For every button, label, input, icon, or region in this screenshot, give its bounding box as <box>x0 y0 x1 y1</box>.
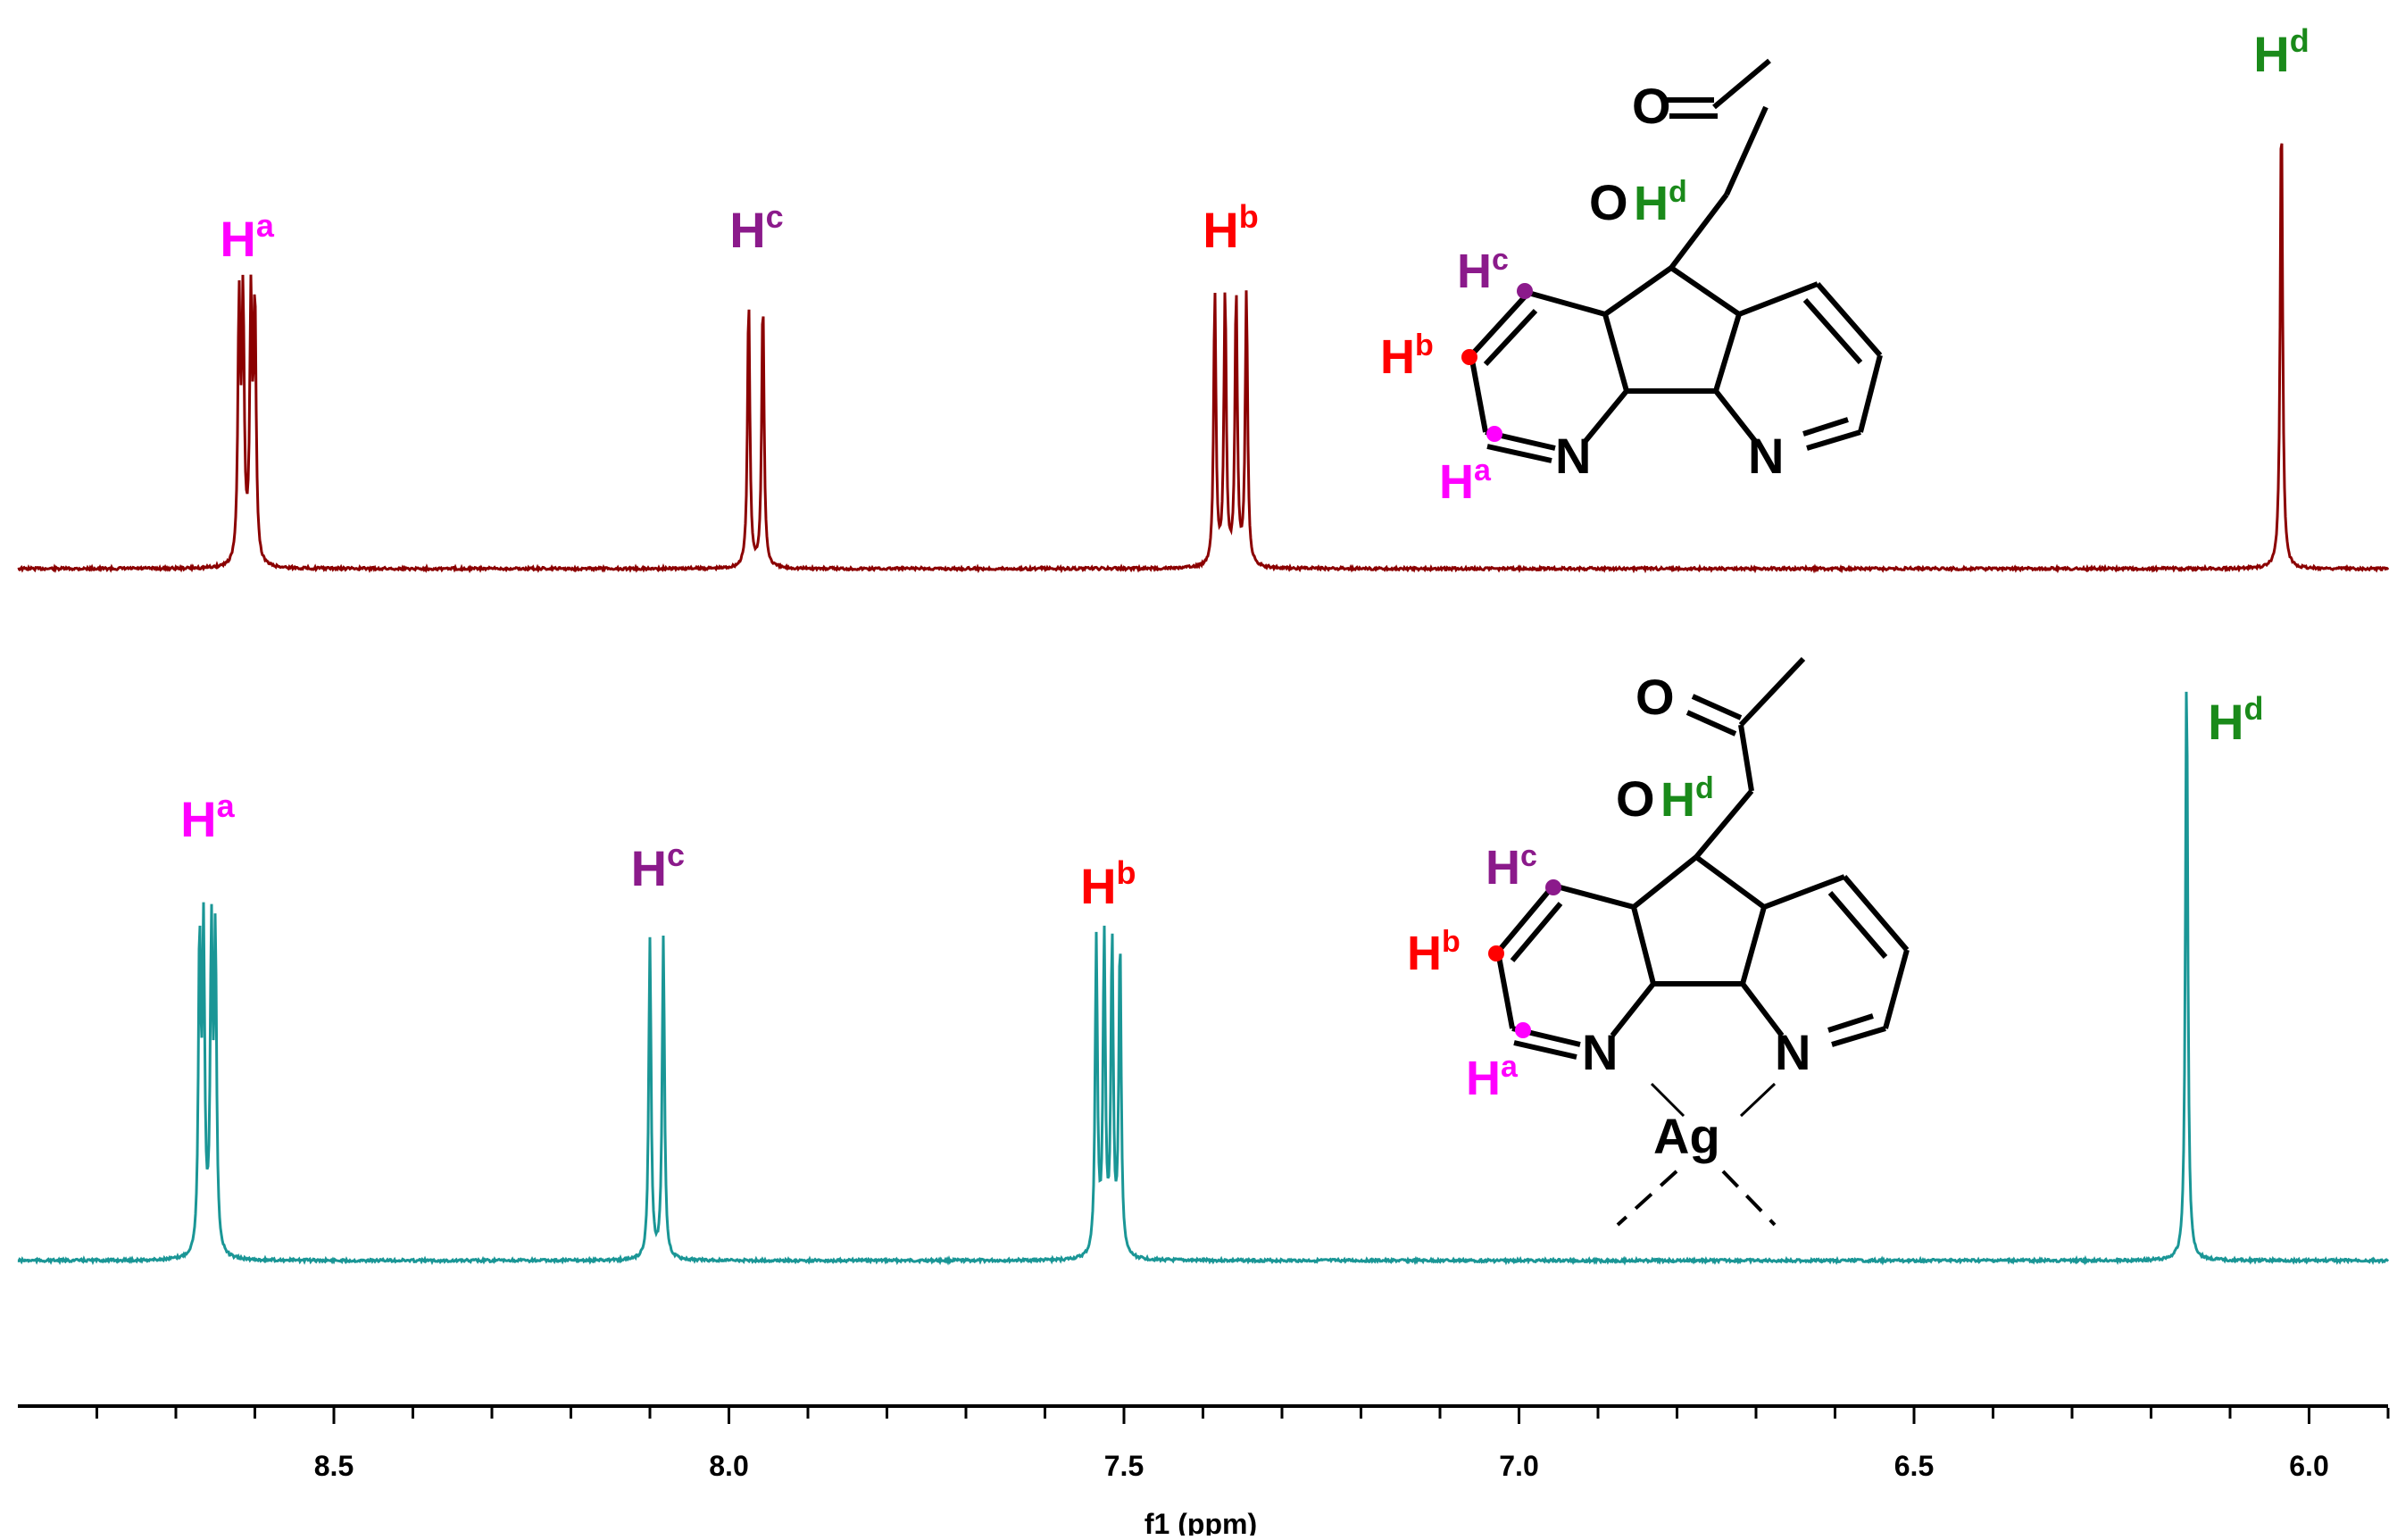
atom-label-o-hydroxyl: O <box>1616 770 1655 827</box>
hc-marker-dot <box>1545 879 1561 895</box>
bond <box>1632 854 1698 910</box>
coordination-bond <box>1739 1082 1777 1118</box>
struct-label-hc: Hc <box>1457 243 1509 298</box>
peak-label-hd: Hd <box>2208 690 2263 750</box>
hc-marker-dot <box>1517 283 1533 299</box>
bond <box>1713 313 1742 392</box>
bond <box>1737 281 1819 317</box>
dashed-bond <box>1616 1170 1678 1227</box>
struct-label-hb: Hb <box>1407 925 1461 980</box>
x-tick-label: 6.0 <box>2289 1450 2328 1482</box>
atom-label-o-hydroxyl: O <box>1589 174 1628 230</box>
bond <box>1694 789 1754 859</box>
hb-marker-dot <box>1488 945 1504 961</box>
bond <box>1713 389 1758 443</box>
bond <box>1738 656 1806 728</box>
bond <box>1806 429 1861 451</box>
bond <box>1603 265 1673 317</box>
bond <box>1827 1013 1874 1033</box>
x-axis-label: f1 (ppm) <box>1144 1508 1257 1536</box>
struct-label-hd: Hd <box>1634 175 1687 230</box>
bond <box>1685 710 1737 737</box>
spectrum-line-ag-complex <box>17 691 2390 1266</box>
bond <box>1552 883 1635 910</box>
bond <box>1483 308 1538 367</box>
bond <box>1469 354 1488 433</box>
struct-label-hc: Hc <box>1486 839 1537 895</box>
bond <box>1469 290 1531 358</box>
bond <box>1802 298 1863 364</box>
peak-label-hd: Hd <box>2253 22 2309 82</box>
bond <box>1495 951 1515 1029</box>
atom-label-n-right: N <box>1748 428 1784 484</box>
bond <box>1740 906 1767 985</box>
bond <box>1883 949 1910 1029</box>
struct-label-hd: Hd <box>1660 771 1714 827</box>
bond <box>1740 982 1785 1037</box>
bond <box>1712 58 1771 110</box>
molecule-structure-free <box>1469 58 1883 463</box>
bond <box>1583 389 1629 443</box>
bond <box>1495 884 1556 953</box>
hb-marker-dot <box>1461 349 1477 365</box>
spectrum-line-free-ligand <box>17 143 2390 574</box>
bond <box>1631 906 1656 985</box>
bond <box>1691 694 1743 720</box>
ha-marker-dot <box>1486 426 1502 442</box>
bond <box>1738 724 1754 792</box>
peak-label-ha: Ha <box>180 787 235 847</box>
x-tick-label: 7.0 <box>1499 1450 1538 1482</box>
bond <box>1858 354 1883 433</box>
bond <box>1602 313 1629 392</box>
bond <box>1827 891 1888 959</box>
atom-label-ag: Ag <box>1653 1108 1720 1164</box>
bond <box>1762 874 1846 910</box>
atom-label-n-left: N <box>1582 1024 1618 1080</box>
dashed-bond <box>1721 1170 1777 1227</box>
peak-label-hb: Hb <box>1203 198 1258 258</box>
bond <box>1842 875 1910 952</box>
atom-label-o-ketone: O <box>1632 78 1671 134</box>
struct-label-hb: Hb <box>1380 329 1434 384</box>
bond <box>1694 854 1766 910</box>
bond <box>1669 193 1729 270</box>
bond <box>1610 982 1656 1037</box>
peak-label-hc: Hc <box>631 837 685 896</box>
bond <box>1831 1026 1886 1047</box>
bond <box>1802 417 1849 437</box>
bond <box>1815 282 1883 357</box>
peak-label-hc: Hc <box>729 198 783 258</box>
bond <box>1669 265 1741 317</box>
ha-marker-dot <box>1515 1022 1531 1038</box>
peak-label-ha: Ha <box>220 207 274 267</box>
bond <box>1724 105 1769 196</box>
bond <box>1527 290 1606 317</box>
x-tick-label: 8.5 <box>314 1450 354 1482</box>
struct-label-ha: Ha <box>1439 454 1492 509</box>
bond <box>1510 902 1563 962</box>
bond <box>1486 444 1552 463</box>
struct-label-ha: Ha <box>1466 1050 1519 1105</box>
x-tick-label: 8.0 <box>709 1450 748 1482</box>
coordination-bond <box>1650 1082 1685 1118</box>
x-tick-label: 7.5 <box>1104 1450 1144 1482</box>
peak-label-hb: Hb <box>1080 854 1136 914</box>
atom-label-o-ketone: O <box>1635 669 1675 725</box>
molecule-structure-ag-complex <box>1495 656 1910 1227</box>
bond <box>1513 1040 1577 1060</box>
x-tick-label: 6.5 <box>1894 1450 1934 1482</box>
atom-label-n-right: N <box>1775 1024 1810 1080</box>
atom-label-n-left: N <box>1555 428 1591 484</box>
